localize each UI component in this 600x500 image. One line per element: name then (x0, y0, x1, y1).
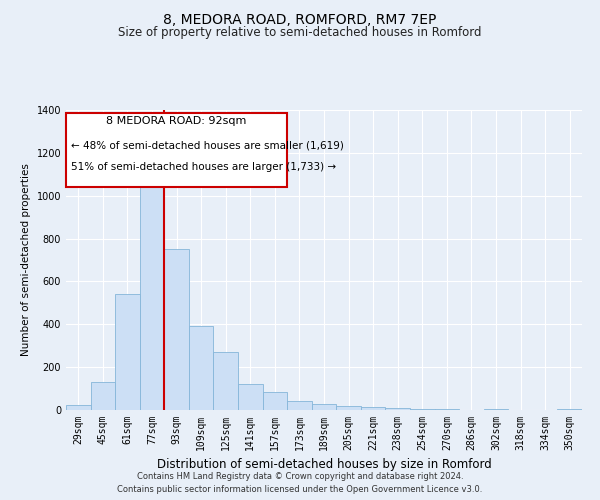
Bar (312, 404, 336, 410)
Bar (238, 384, 263, 410)
Bar (115, 294, 140, 410)
Bar (189, 326, 214, 410)
Bar (91, 382, 115, 410)
Text: Contains public sector information licensed under the Open Government Licence v3: Contains public sector information licen… (118, 485, 482, 494)
Text: 51% of semi-detached houses are larger (1,733) →: 51% of semi-detached houses are larger (… (71, 162, 336, 172)
Text: 8 MEDORA ROAD: 92sqm: 8 MEDORA ROAD: 92sqm (106, 116, 247, 126)
Text: Contains HM Land Registry data © Crown copyright and database right 2024.: Contains HM Land Registry data © Crown c… (137, 472, 463, 481)
Bar (214, 352, 238, 410)
Text: ← 48% of semi-detached houses are smaller (1,619): ← 48% of semi-detached houses are smalle… (71, 140, 344, 150)
Bar (287, 401, 312, 410)
Bar (557, 409, 582, 410)
Text: Size of property relative to semi-detached houses in Romford: Size of property relative to semi-detach… (118, 26, 482, 39)
X-axis label: Distribution of semi-detached houses by size in Romford: Distribution of semi-detached houses by … (157, 458, 491, 471)
Bar (385, 408, 410, 410)
Bar (66, 404, 91, 410)
Bar (336, 406, 361, 410)
Bar (164, 250, 189, 410)
Bar (434, 409, 459, 410)
Bar (361, 407, 385, 410)
Bar (263, 392, 287, 410)
Bar (140, 186, 164, 410)
FancyBboxPatch shape (66, 113, 287, 186)
Bar (484, 409, 508, 410)
Y-axis label: Number of semi-detached properties: Number of semi-detached properties (21, 164, 31, 356)
Bar (410, 409, 434, 410)
Text: 8, MEDORA ROAD, ROMFORD, RM7 7EP: 8, MEDORA ROAD, ROMFORD, RM7 7EP (163, 12, 437, 26)
